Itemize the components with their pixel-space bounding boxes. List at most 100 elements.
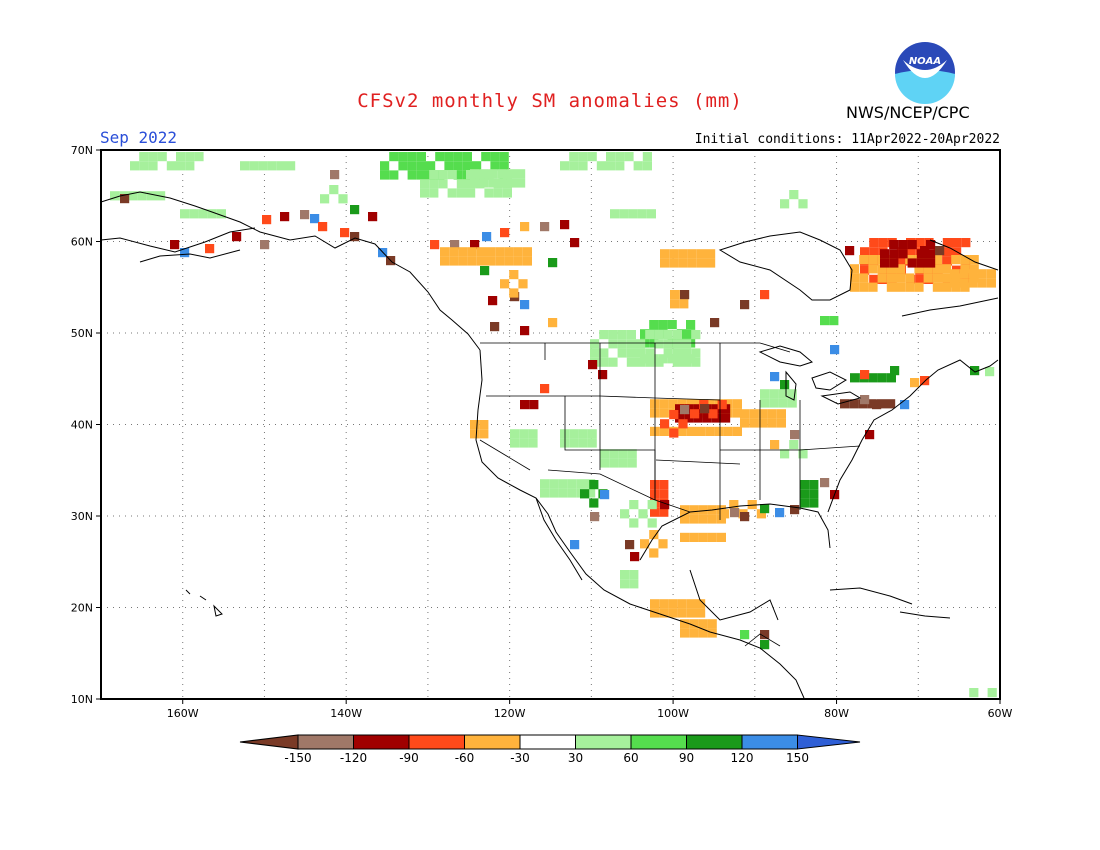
anomaly-cell [440,247,450,257]
legend-swatch [630,734,687,750]
anomaly-cell [658,354,668,364]
anomaly-cell [767,418,777,428]
anomaly-cell [672,348,682,358]
anomaly-cell [618,449,628,459]
anomaly-cell [691,357,701,367]
anomaly-cell [769,389,779,399]
anomaly-cell [849,399,859,409]
anomaly-cell [529,400,539,410]
anomaly-cell [606,161,616,171]
anomaly-cell [878,238,888,248]
anomaly-cell [522,256,532,266]
anomaly-cell [869,247,879,257]
anomaly-cell [658,320,668,330]
anomaly-cell [686,608,696,618]
anomaly-cell [778,389,788,399]
anomaly-cell [968,269,978,279]
anomaly-cell [677,399,687,409]
anomaly-cell [910,378,920,388]
anomaly-cell [809,489,819,499]
anomaly-cell [267,161,277,171]
anomaly-cell [450,240,460,250]
anomaly-cell [696,258,706,268]
coastlines [100,191,999,699]
anomaly-cell [789,440,799,450]
legend-arrow-left [239,734,299,750]
anomaly-cell [667,320,677,330]
anomaly-cell [677,608,687,618]
anomaly-cell [407,152,417,162]
anomaly-cell [689,505,699,515]
anomaly-cell [380,161,390,171]
anomaly-cell [698,514,708,524]
anomaly-cell [630,552,640,562]
anomaly-cell [590,339,600,349]
anomaly-cell [516,169,526,179]
anomaly-cell [609,449,619,459]
anomaly-cell [987,688,997,698]
anomaly-cell [649,320,659,330]
anomaly-cell [350,205,360,215]
anomaly-cell [518,279,528,289]
anomaly-cell [620,579,630,589]
anomaly-cell [886,273,896,283]
anomaly-cell [845,246,855,256]
anomaly-cell [640,354,650,364]
anomaly-cell [490,322,500,332]
anomaly-cell [932,264,942,274]
anomaly-cell [617,330,627,340]
lon-label: 80W [824,707,849,720]
anomaly-cell [586,488,596,498]
anomaly-cell [720,509,730,519]
anomaly-cell [850,264,860,274]
anomaly-cell [660,258,670,268]
anomaly-cell [240,161,250,171]
anomaly-cell [691,348,701,358]
anomaly-cell [898,249,908,259]
anomaly-cell [659,489,669,499]
anomaly-cell [560,220,570,230]
anomaly-cell [760,640,770,650]
anomaly-cell [872,400,882,410]
anomaly-cell [915,274,925,284]
anomaly-cell [466,188,476,198]
legend-label: 60 [623,751,638,765]
anomaly-cell [820,478,830,488]
anomaly-cell [499,161,509,171]
anomaly-cell [430,240,440,250]
anomaly-cell [502,188,512,198]
anomaly-cell [698,532,708,542]
anomaly-cell [877,264,887,274]
anomaly-cell [850,273,860,283]
initial-conditions: Initial conditions: 11Apr2022-20Apr2022 [694,132,1000,147]
anomaly-cell [714,426,724,436]
anomaly-cell [942,238,952,248]
anomaly-cell [696,426,706,436]
anomaly-cell [567,488,577,498]
anomaly-cell [865,430,875,440]
anomaly-cell [429,170,439,180]
anomaly-cell [148,152,158,162]
lon-label: 100W [657,707,689,720]
anomaly-cell [627,458,637,468]
anomaly-cell [686,426,696,436]
legend-swatch [519,734,576,750]
anomaly-cell [740,409,750,419]
anomaly-cell [723,426,733,436]
anomaly-cell [453,170,463,180]
anomaly-cell [619,209,629,219]
anomaly-cell [449,256,459,266]
anomaly-cell [690,409,700,419]
anomaly-cell [589,480,599,490]
anomaly-cell [620,570,630,580]
anomaly-cell [146,191,156,201]
anomaly-cell [740,512,750,522]
anomaly-cell [800,480,810,490]
anomaly-cell [660,500,670,510]
anomaly-cell [820,316,830,326]
anomaly-cell [760,389,770,399]
anomaly-cell [790,505,800,515]
anomaly-cell [638,509,648,519]
anomaly-cell [488,296,498,306]
noaa-logo: NOAA [895,42,955,104]
